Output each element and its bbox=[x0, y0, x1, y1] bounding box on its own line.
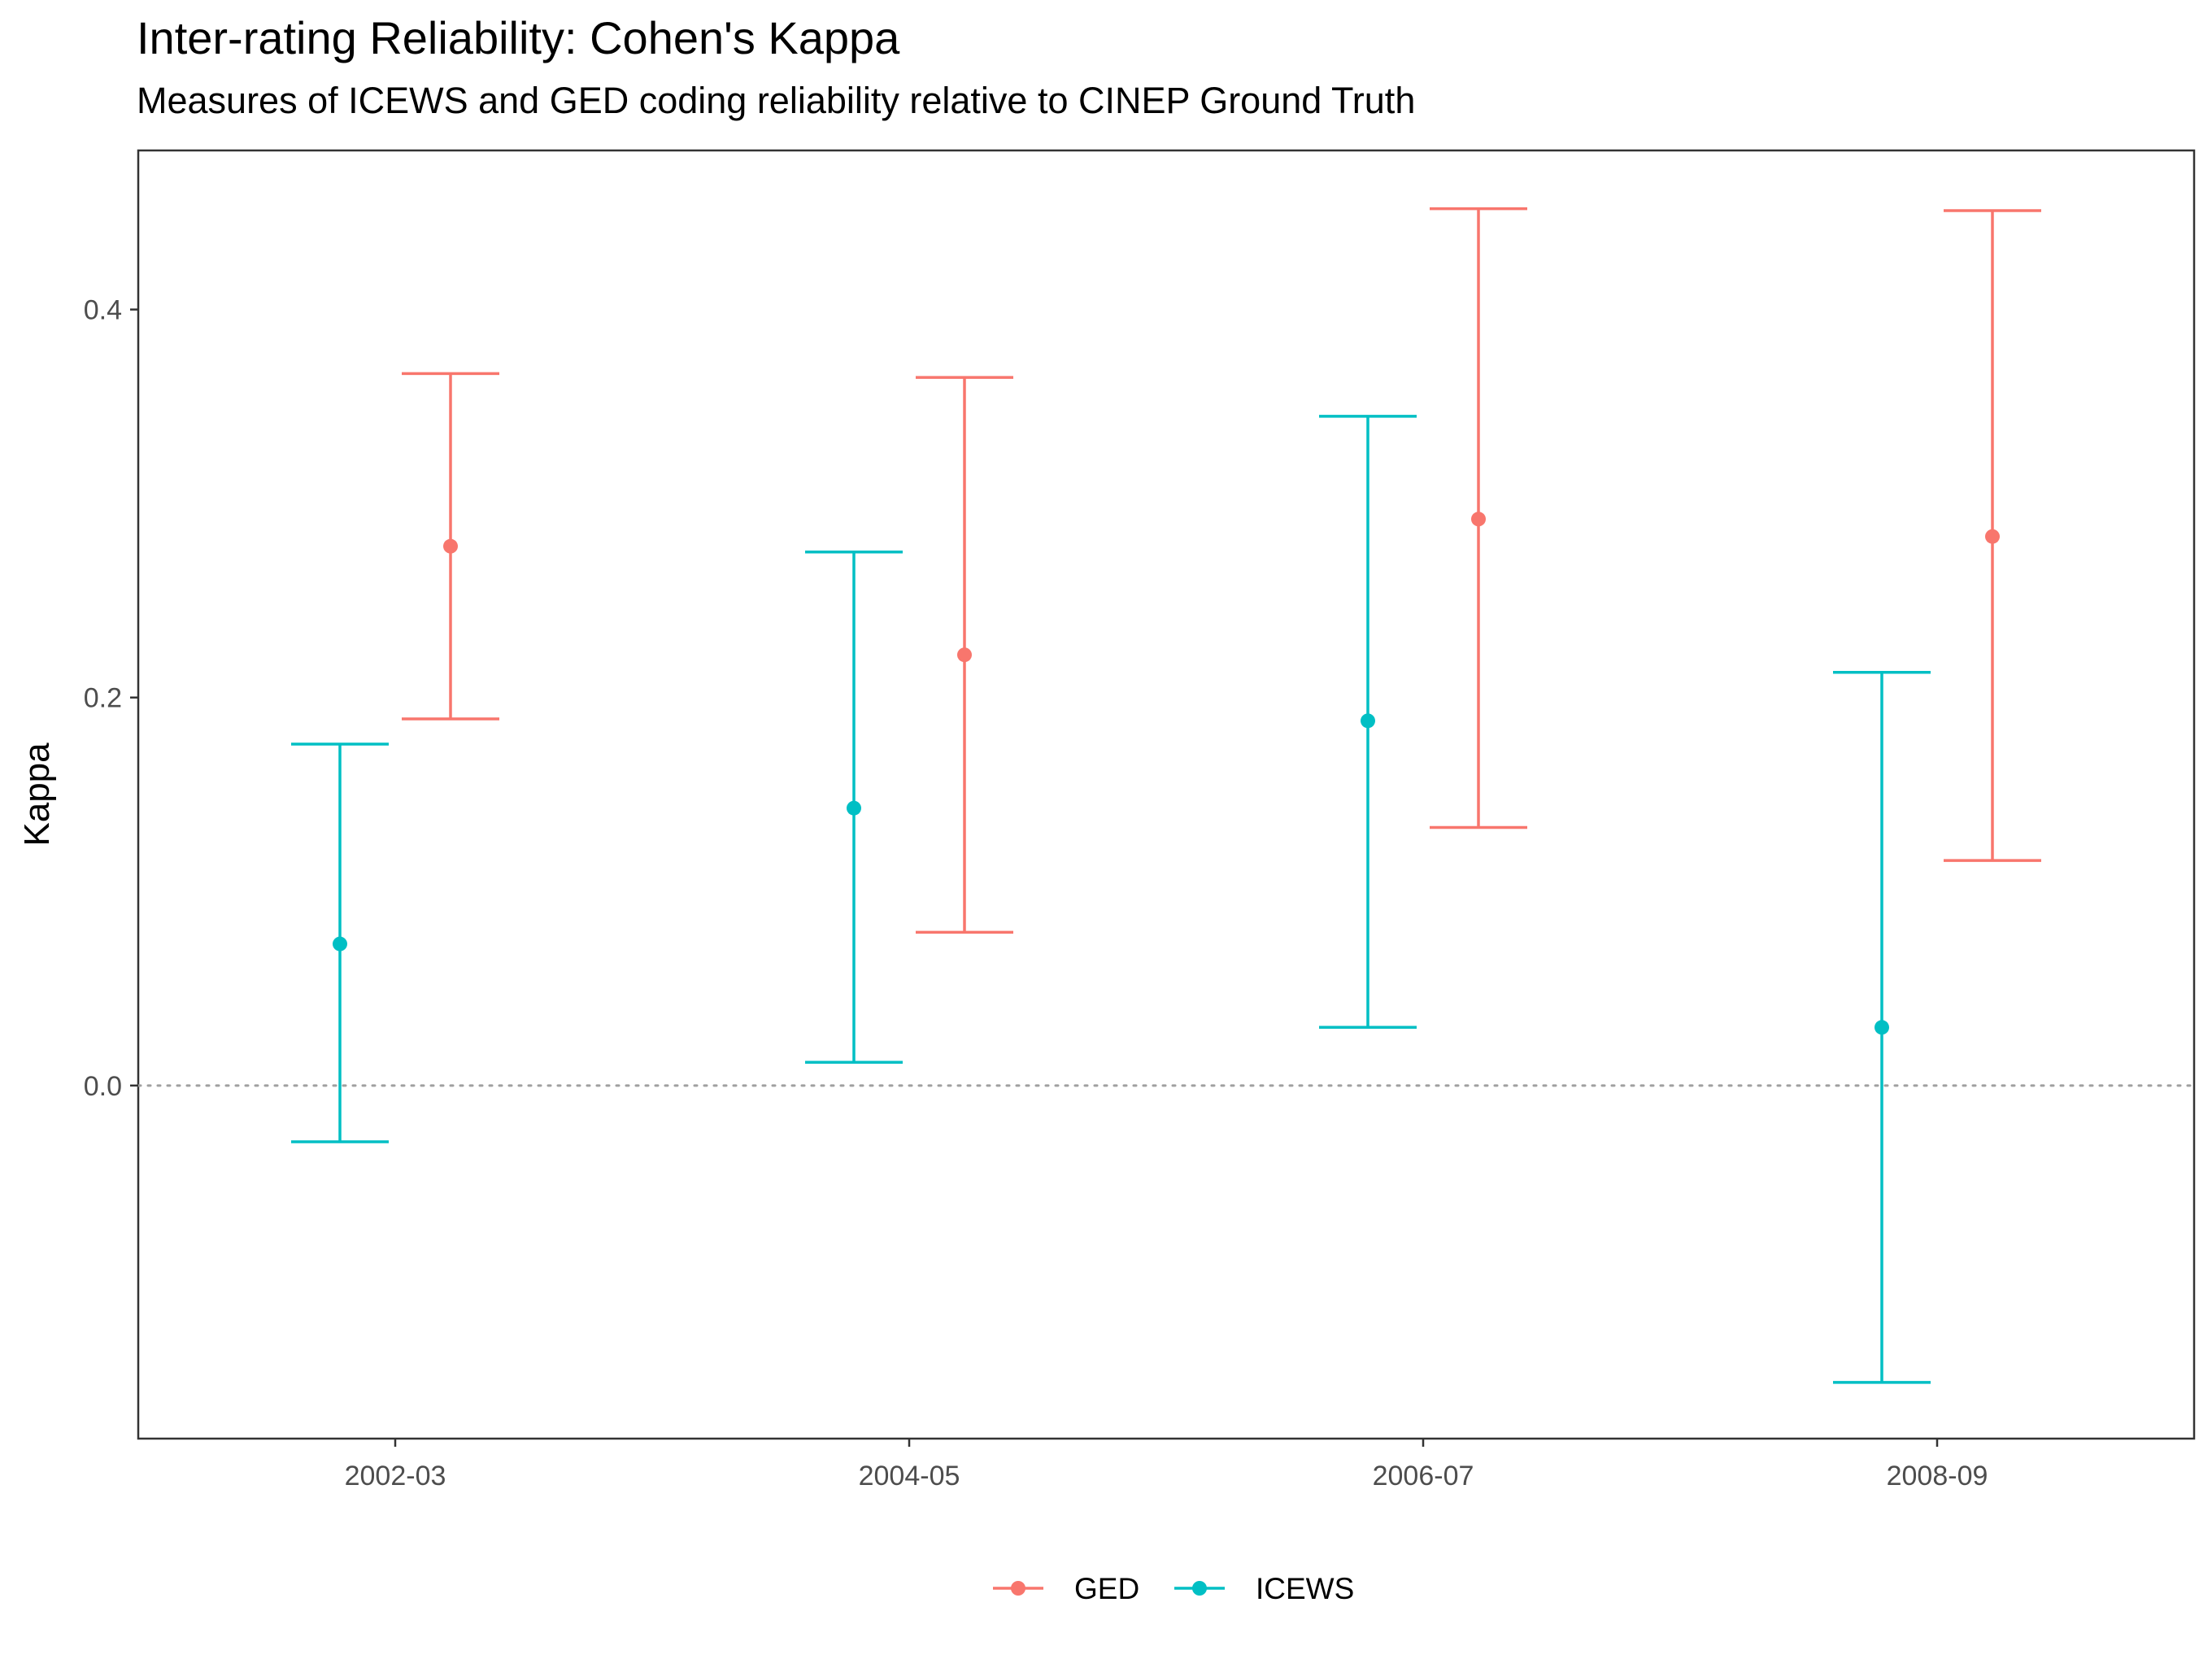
estimate-point-ged bbox=[1471, 512, 1486, 527]
chart-subtitle: Measures of ICEWS and GED coding reliabi… bbox=[137, 80, 1416, 121]
estimate-point-ged bbox=[1985, 529, 2000, 544]
y-tick-label: 0.0 bbox=[84, 1071, 122, 1102]
x-tick-label: 2008-09 bbox=[1887, 1461, 1988, 1491]
y-axis-title: Kappa bbox=[17, 742, 57, 847]
legend-label-ged: GED bbox=[1074, 1572, 1139, 1605]
y-tick-label: 0.4 bbox=[84, 295, 122, 326]
x-tick-label: 2002-03 bbox=[345, 1461, 446, 1491]
estimate-point-ged bbox=[443, 538, 458, 554]
y-tick-label: 0.2 bbox=[84, 683, 122, 714]
plot-panel bbox=[137, 149, 2196, 1440]
legend-label-icews: ICEWS bbox=[1256, 1572, 1354, 1605]
legend-key-point bbox=[1011, 1581, 1025, 1596]
estimate-point-icews bbox=[847, 800, 861, 816]
estimate-point-ged bbox=[957, 647, 972, 663]
estimate-point-icews bbox=[333, 936, 347, 951]
x-tick-label: 2006-07 bbox=[1373, 1461, 1474, 1491]
x-tick-label: 2004-05 bbox=[859, 1461, 960, 1491]
legend: GED ICEWS bbox=[993, 1572, 1354, 1605]
series-icews bbox=[291, 415, 1931, 1384]
legend-key-point bbox=[1192, 1581, 1207, 1596]
estimate-point-icews bbox=[1875, 1020, 1889, 1035]
estimate-point-icews bbox=[1361, 713, 1375, 729]
chart-title: Inter-rating Reliability: Cohen's Kappa bbox=[137, 12, 900, 63]
series-ged bbox=[402, 207, 2041, 934]
